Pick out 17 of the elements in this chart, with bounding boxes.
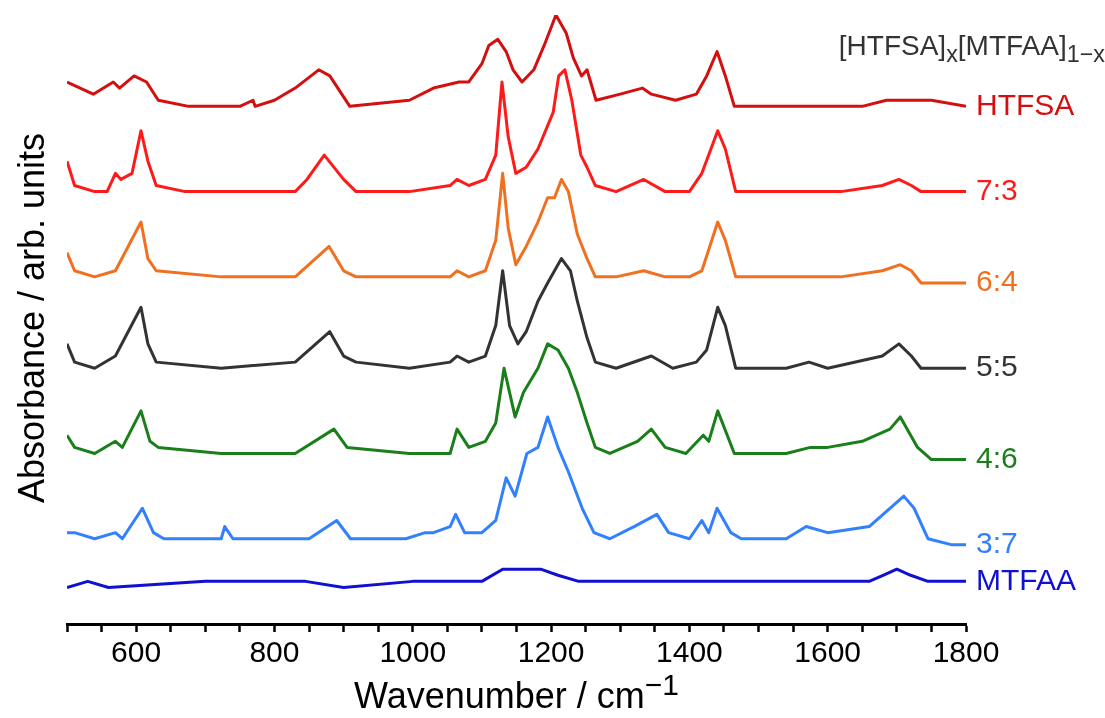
x-tick-label: 1400: [656, 635, 723, 669]
series-label: MTFAA: [976, 562, 1077, 596]
x-tick-label: 1600: [794, 635, 862, 669]
series-label: 7:3: [976, 172, 1018, 206]
series-label: 3:7: [976, 526, 1018, 560]
series-label: 6:4: [976, 264, 1018, 298]
y-axis-title: Absorbance / arb. units: [11, 132, 53, 504]
series-label: 4:6: [976, 440, 1018, 474]
series-label: 5:5: [976, 349, 1018, 383]
x-axis-title: Wavenumber / cm$^{−1}$: [353, 668, 680, 717]
x-tick-label: 1000: [379, 635, 447, 669]
series-label: HTFSA: [976, 87, 1075, 121]
x-tick-label: 600: [111, 635, 162, 669]
x-tick-label: 800: [249, 635, 300, 669]
x-tick-label: 1800: [932, 635, 1000, 669]
x-tick-label: 1200: [517, 635, 585, 669]
legend-title: [HTFSA]$_{x}$[MTFAA]$_{1−x}$: [838, 30, 1105, 68]
